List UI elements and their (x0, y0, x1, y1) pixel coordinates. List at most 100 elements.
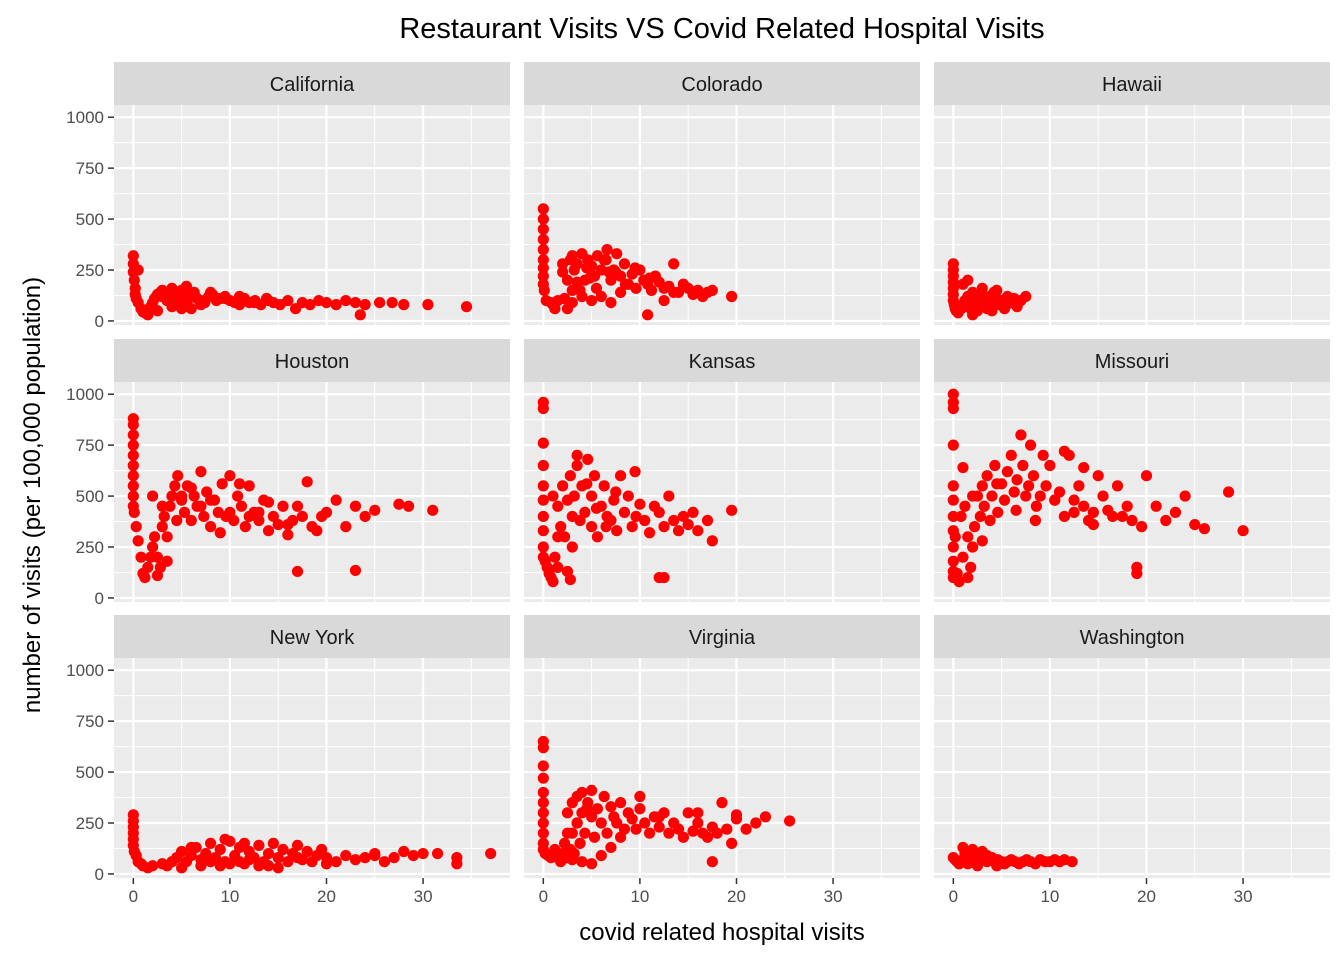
data-point (692, 807, 704, 819)
data-points (537, 396, 738, 588)
data-point (537, 797, 549, 809)
data-point (185, 514, 197, 527)
data-point (605, 801, 617, 813)
data-point (340, 521, 352, 533)
data-point (566, 284, 578, 296)
data-point (571, 817, 583, 829)
data-point (1222, 486, 1235, 498)
panel-strip-label: Missouri (1095, 351, 1169, 373)
data-point (272, 852, 284, 864)
data-point (571, 459, 583, 472)
data-point (634, 803, 646, 815)
data-point (1017, 459, 1029, 472)
panel-background (934, 658, 1330, 878)
data-point (267, 837, 279, 849)
data-point (277, 500, 289, 512)
data-point (185, 849, 197, 862)
data-point (537, 827, 549, 839)
data-point (537, 254, 549, 266)
data-point (992, 506, 1004, 518)
data-point (537, 817, 549, 829)
y-tick-label: 750 (76, 159, 104, 178)
data-point (1015, 429, 1027, 441)
data-point (1140, 470, 1153, 482)
data-point (204, 856, 217, 868)
data-point (576, 856, 588, 868)
data-point (320, 858, 333, 870)
data-point (677, 831, 689, 843)
data-point (172, 470, 184, 482)
data-point (127, 490, 139, 502)
data-point (402, 500, 415, 512)
data-point (600, 254, 612, 266)
data-point (711, 827, 723, 839)
data-point (566, 541, 578, 553)
data-point (643, 527, 656, 539)
y-tick-label: 0 (95, 865, 104, 884)
data-point (588, 470, 601, 482)
data-point (180, 280, 193, 292)
data-point (349, 564, 362, 577)
data-point (253, 506, 265, 518)
data-point (614, 286, 627, 299)
data-point (579, 827, 591, 839)
data-point (248, 296, 260, 309)
data-point (639, 514, 651, 527)
data-point (253, 514, 265, 527)
data-point (1126, 514, 1138, 527)
data-point (549, 303, 561, 315)
data-point (586, 521, 598, 533)
data-point (1058, 445, 1070, 457)
data-point (605, 296, 617, 309)
data-point (566, 854, 578, 866)
data-point (1237, 525, 1249, 537)
data-point (161, 531, 173, 543)
data-point (557, 266, 569, 278)
data-point (176, 862, 188, 874)
data-point (547, 576, 559, 588)
data-point (451, 858, 463, 870)
data-point (369, 849, 381, 862)
data-point (243, 854, 255, 866)
data-point (677, 510, 689, 523)
data-point (1024, 439, 1037, 451)
data-point (991, 860, 1003, 872)
data-point (1040, 480, 1052, 492)
data-point (330, 494, 342, 506)
data-point (576, 290, 588, 303)
data-point (537, 772, 549, 784)
data-point (1131, 561, 1143, 573)
data-point (330, 299, 342, 311)
data-point (171, 514, 183, 527)
data-point (571, 276, 583, 288)
data-point (1097, 490, 1109, 502)
data-point (148, 531, 161, 543)
panel-strip (524, 62, 920, 105)
data-point (561, 827, 574, 839)
data-point (971, 860, 984, 872)
data-point (537, 494, 549, 506)
data-point (216, 478, 228, 490)
panel-california: California 0 250 500 750 1000 (66, 62, 510, 331)
data-point (967, 541, 979, 553)
data-point (653, 821, 665, 833)
data-point (388, 852, 400, 864)
data-point (726, 504, 738, 516)
data-point (185, 841, 197, 854)
data-point (947, 555, 959, 567)
y-tick-label: 250 (76, 538, 104, 557)
data-point (398, 845, 410, 858)
x-axis-label: covid related hospital visits (579, 919, 864, 946)
data-point (957, 841, 969, 854)
data-point (151, 305, 164, 317)
data-point (1179, 490, 1191, 502)
panel-strip-label: Kansas (689, 351, 756, 373)
panel-strip (934, 62, 1330, 105)
data-point (663, 490, 675, 502)
data-point (1027, 470, 1040, 482)
data-points (537, 203, 738, 321)
data-point (989, 459, 1001, 472)
data-point (378, 856, 391, 868)
data-point (176, 845, 188, 858)
data-point (427, 504, 439, 516)
